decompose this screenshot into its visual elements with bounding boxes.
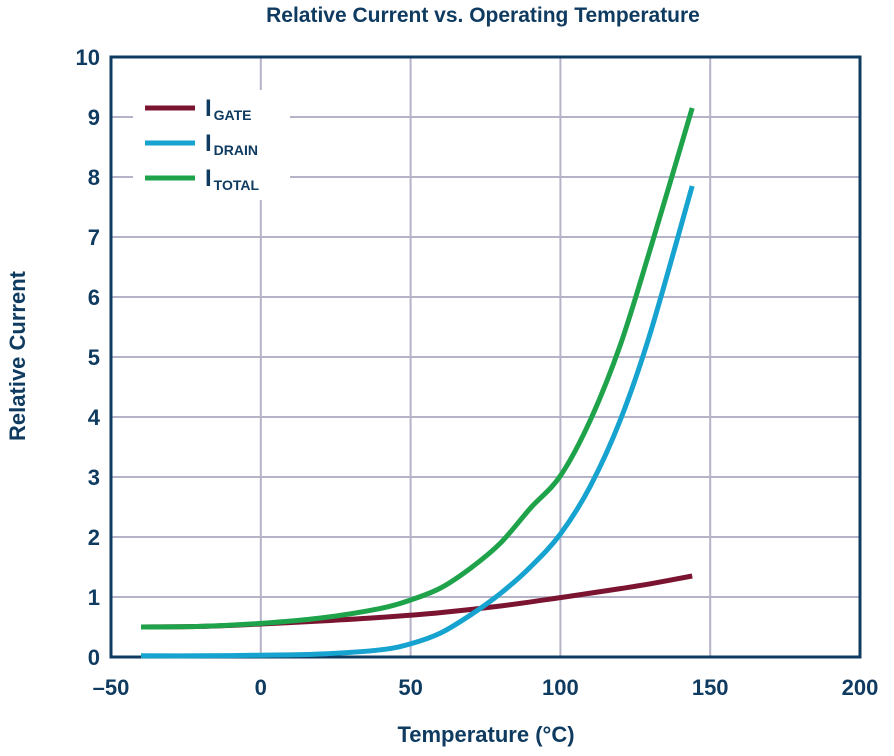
x-tick-label: 50 [398, 675, 422, 700]
x-tick-label: –50 [93, 675, 130, 700]
y-tick-label: 2 [88, 525, 100, 550]
y-axis-label: Relative Current [5, 270, 30, 441]
series-line-drain [140, 185, 695, 659]
series-line-total [140, 107, 695, 630]
y-tick-label: 7 [88, 225, 100, 250]
legend-entry-subscript: TOTAL [214, 177, 260, 193]
x-axis-ticks: –50 0 50 100 150 200 [93, 675, 879, 700]
series-line-gate [140, 573, 693, 630]
legend-entry-subscript: GATE [214, 107, 252, 123]
x-tick-label: 100 [542, 675, 579, 700]
series-lines [140, 107, 695, 659]
chart-title: Relative Current vs. Operating Temperatu… [266, 4, 700, 27]
y-tick-label: 3 [88, 465, 100, 490]
y-tick-label: 6 [88, 285, 100, 310]
x-tick-label: 200 [842, 675, 879, 700]
y-tick-label: 4 [88, 405, 101, 430]
y-tick-label: 8 [88, 165, 100, 190]
y-tick-label: 5 [88, 345, 100, 370]
x-axis-label: Temperature (°C) [397, 722, 574, 747]
y-tick-label: 9 [88, 105, 100, 130]
y-tick-label: 10 [76, 45, 100, 70]
x-tick-label: 150 [692, 675, 729, 700]
y-tick-label: 1 [88, 585, 100, 610]
y-tick-label: 0 [88, 645, 100, 670]
legend-entry-subscript: DRAIN [214, 142, 258, 158]
x-tick-label: 0 [255, 675, 267, 700]
y-axis-ticks: 0 1 2 3 4 5 6 7 8 9 10 [76, 45, 101, 670]
plot-frame [109, 55, 862, 659]
